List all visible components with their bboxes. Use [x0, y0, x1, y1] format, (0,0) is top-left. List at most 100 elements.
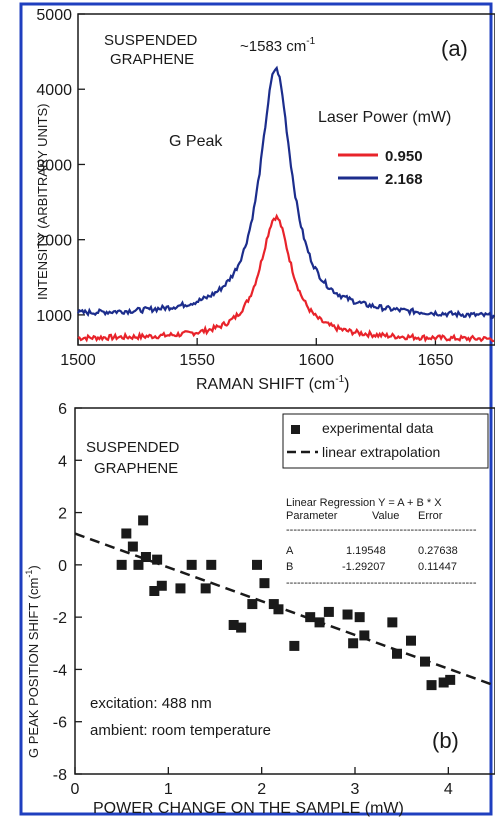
panel-b-ytick-label: -4: [53, 662, 67, 679]
data-point: [387, 617, 398, 628]
data-point: [314, 617, 325, 628]
panel-b: 0 1 2 3 4 -8 -6 -4 -2 0 2 4 6 SUSPENDED GRAPHENE exp…: [24, 401, 495, 817]
regression-table: Linear Regression Y = A + B * X Paramete…: [286, 497, 477, 589]
panel-b-points: [116, 515, 456, 691]
panel-b-annotation-line2: GRAPHENE: [94, 460, 178, 477]
panel-a-xtick-label: 1650: [418, 352, 454, 369]
data-point: [259, 578, 270, 589]
panel-a-ytick-label: 5000: [36, 7, 72, 24]
panel-b-x-axis-label: POWER CHANGE ON THE SAMPLE (mW): [93, 800, 404, 817]
legend-label-0950: 0.950: [385, 148, 423, 165]
panel-b-ytick-label: -2: [53, 610, 67, 627]
regression-row-a-error: 0.27638: [418, 545, 458, 557]
data-point: [323, 606, 334, 617]
data-point: [305, 612, 316, 623]
panel-b-y-axis-label: G PEAK POSITION SHIFT (cm-1): [24, 565, 41, 758]
panel-b-ytick-label: -6: [53, 715, 67, 732]
regression-divider-top: ----------------------------------------…: [286, 524, 477, 536]
data-point: [438, 677, 449, 688]
panel-a-annotation-line2: GRAPHENE: [110, 51, 194, 68]
panel-b-ytick-label: 6: [58, 401, 67, 418]
data-point: [149, 586, 160, 596]
data-point: [200, 583, 211, 594]
legend-label-experimental: experimental data: [322, 420, 434, 436]
panel-b-ytick-label: 2: [58, 506, 67, 523]
regression-row-b-param: B: [286, 561, 293, 573]
panel-a-ytick-label: 2000: [36, 233, 72, 250]
panel-b-annotation-line1: SUSPENDED: [86, 439, 180, 456]
data-point: [138, 515, 149, 526]
panel-a-xtick-label: 1550: [179, 352, 215, 369]
panel-a-ytick-label: 1000: [36, 308, 72, 325]
spectrum-2168: [77, 65, 495, 320]
panel-b-ytick-label: 4: [58, 453, 67, 470]
panel-b-xtick-label: 4: [444, 781, 453, 798]
data-point: [127, 541, 138, 552]
panel-b-xtick-label: 0: [71, 781, 80, 798]
data-point: [140, 552, 151, 563]
panel-b-annotation-ambient: ambient: room temperature: [90, 722, 271, 739]
data-point: [289, 640, 300, 651]
data-point: [121, 528, 132, 539]
legend-label-linear: linear extrapolation: [322, 444, 440, 460]
data-point: [445, 674, 456, 685]
regression-header-error: Error: [418, 510, 443, 522]
panel-a-peak-label: ~1583 cm-1: [240, 36, 316, 55]
legend-title: Laser Power (mW): [318, 109, 451, 126]
spectrum-0950: [77, 213, 495, 343]
data-point: [348, 638, 359, 649]
data-point: [133, 559, 144, 570]
panel-b-xtick-label: 3: [351, 781, 360, 798]
panel-a-ytick-label: 4000: [36, 82, 72, 99]
panel-b-legend: experimental data linear extrapolation: [282, 413, 489, 469]
panel-b-ticks: 0 1 2 3 4 -8 -6 -4 -2 0 2 4 6: [53, 401, 453, 798]
panel-a-ticks: 1500 1550 1600 1650 1000 2000 3000 4000 5000: [36, 7, 453, 369]
panel-a-legend: 0.950 2.168: [338, 148, 423, 188]
regression-header-parameter: Parameter: [286, 510, 338, 522]
data-point: [273, 604, 284, 615]
legend-label-2168: 2.168: [385, 171, 423, 188]
data-point: [268, 599, 279, 610]
panel-b-ytick-label: 0: [58, 558, 67, 575]
legend-marker-square: [291, 425, 300, 434]
regression-row-b-error: 0.11447: [418, 561, 457, 573]
legend-box: [282, 413, 489, 469]
data-point: [354, 612, 365, 623]
panel-b-xtick-label: 2: [257, 781, 266, 798]
panel-b-xtick-label: 1: [164, 781, 173, 798]
data-point: [228, 619, 239, 630]
data-point: [426, 680, 437, 691]
panel-a-xtick-label: 1500: [60, 352, 96, 369]
data-point: [152, 554, 163, 565]
data-point: [359, 630, 370, 641]
data-point: [206, 559, 217, 570]
panel-a-ytick-label: 3000: [36, 157, 72, 174]
data-point: [406, 635, 416, 646]
data-point: [247, 599, 258, 610]
data-point: [116, 559, 127, 570]
panel-a-plot-area: [77, 13, 495, 346]
data-point: [342, 609, 353, 620]
panel-a-xtick-label: 1600: [298, 352, 334, 369]
data-point: [156, 580, 167, 591]
panel-a-y-axis-label: INTENSITY (ARBITRARY UNITS): [35, 104, 50, 300]
panel-a-annotation-line1: SUSPENDED: [104, 32, 198, 49]
data-point: [420, 656, 430, 667]
regression-divider-bottom: ----------------------------------------…: [286, 577, 477, 589]
regression-row-a-param: A: [286, 545, 294, 557]
g-peak-label: G Peak: [169, 133, 223, 150]
data-point: [236, 622, 247, 633]
regression-row-a-value: 1.19548: [346, 545, 386, 557]
panel-b-ytick-label: -8: [53, 767, 67, 784]
panel-a-series: [77, 65, 495, 343]
panel-b-label: (b): [432, 728, 459, 753]
panel-a-label: (a): [441, 36, 468, 61]
panel-b-annotation-excitation: excitation: 488 nm: [90, 695, 212, 712]
regression-title: Linear Regression Y = A + B * X: [286, 497, 442, 509]
panel-b-plot-area: [74, 407, 495, 775]
data-point: [252, 559, 262, 570]
panel-a: 1500 1550 1600 1650 1000 2000 3000 4000 5000 SUS…: [35, 7, 495, 393]
panel-a-x-axis-label: RAMAN SHIFT (cm-1): [196, 374, 350, 393]
data-point: [175, 583, 186, 594]
